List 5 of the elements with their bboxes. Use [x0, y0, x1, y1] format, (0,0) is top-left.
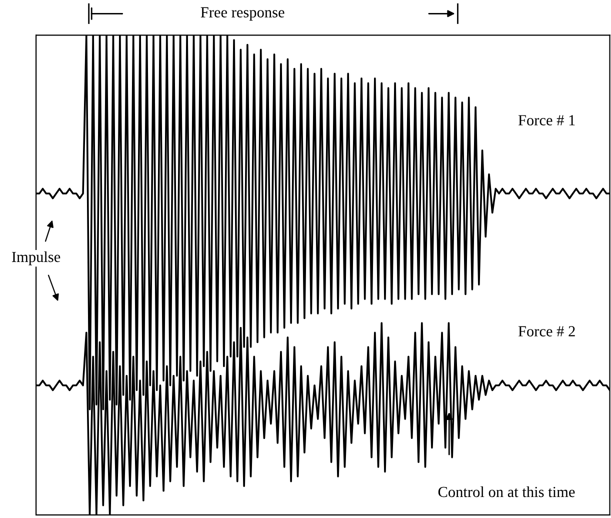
- text: Free response: [200, 7, 284, 21]
- annotation: Impulse: [12, 251, 60, 266]
- text: Force # 2: [518, 326, 575, 336]
- text: Force # 1: [518, 115, 575, 126]
- annotation: Control on at this time: [438, 486, 575, 498]
